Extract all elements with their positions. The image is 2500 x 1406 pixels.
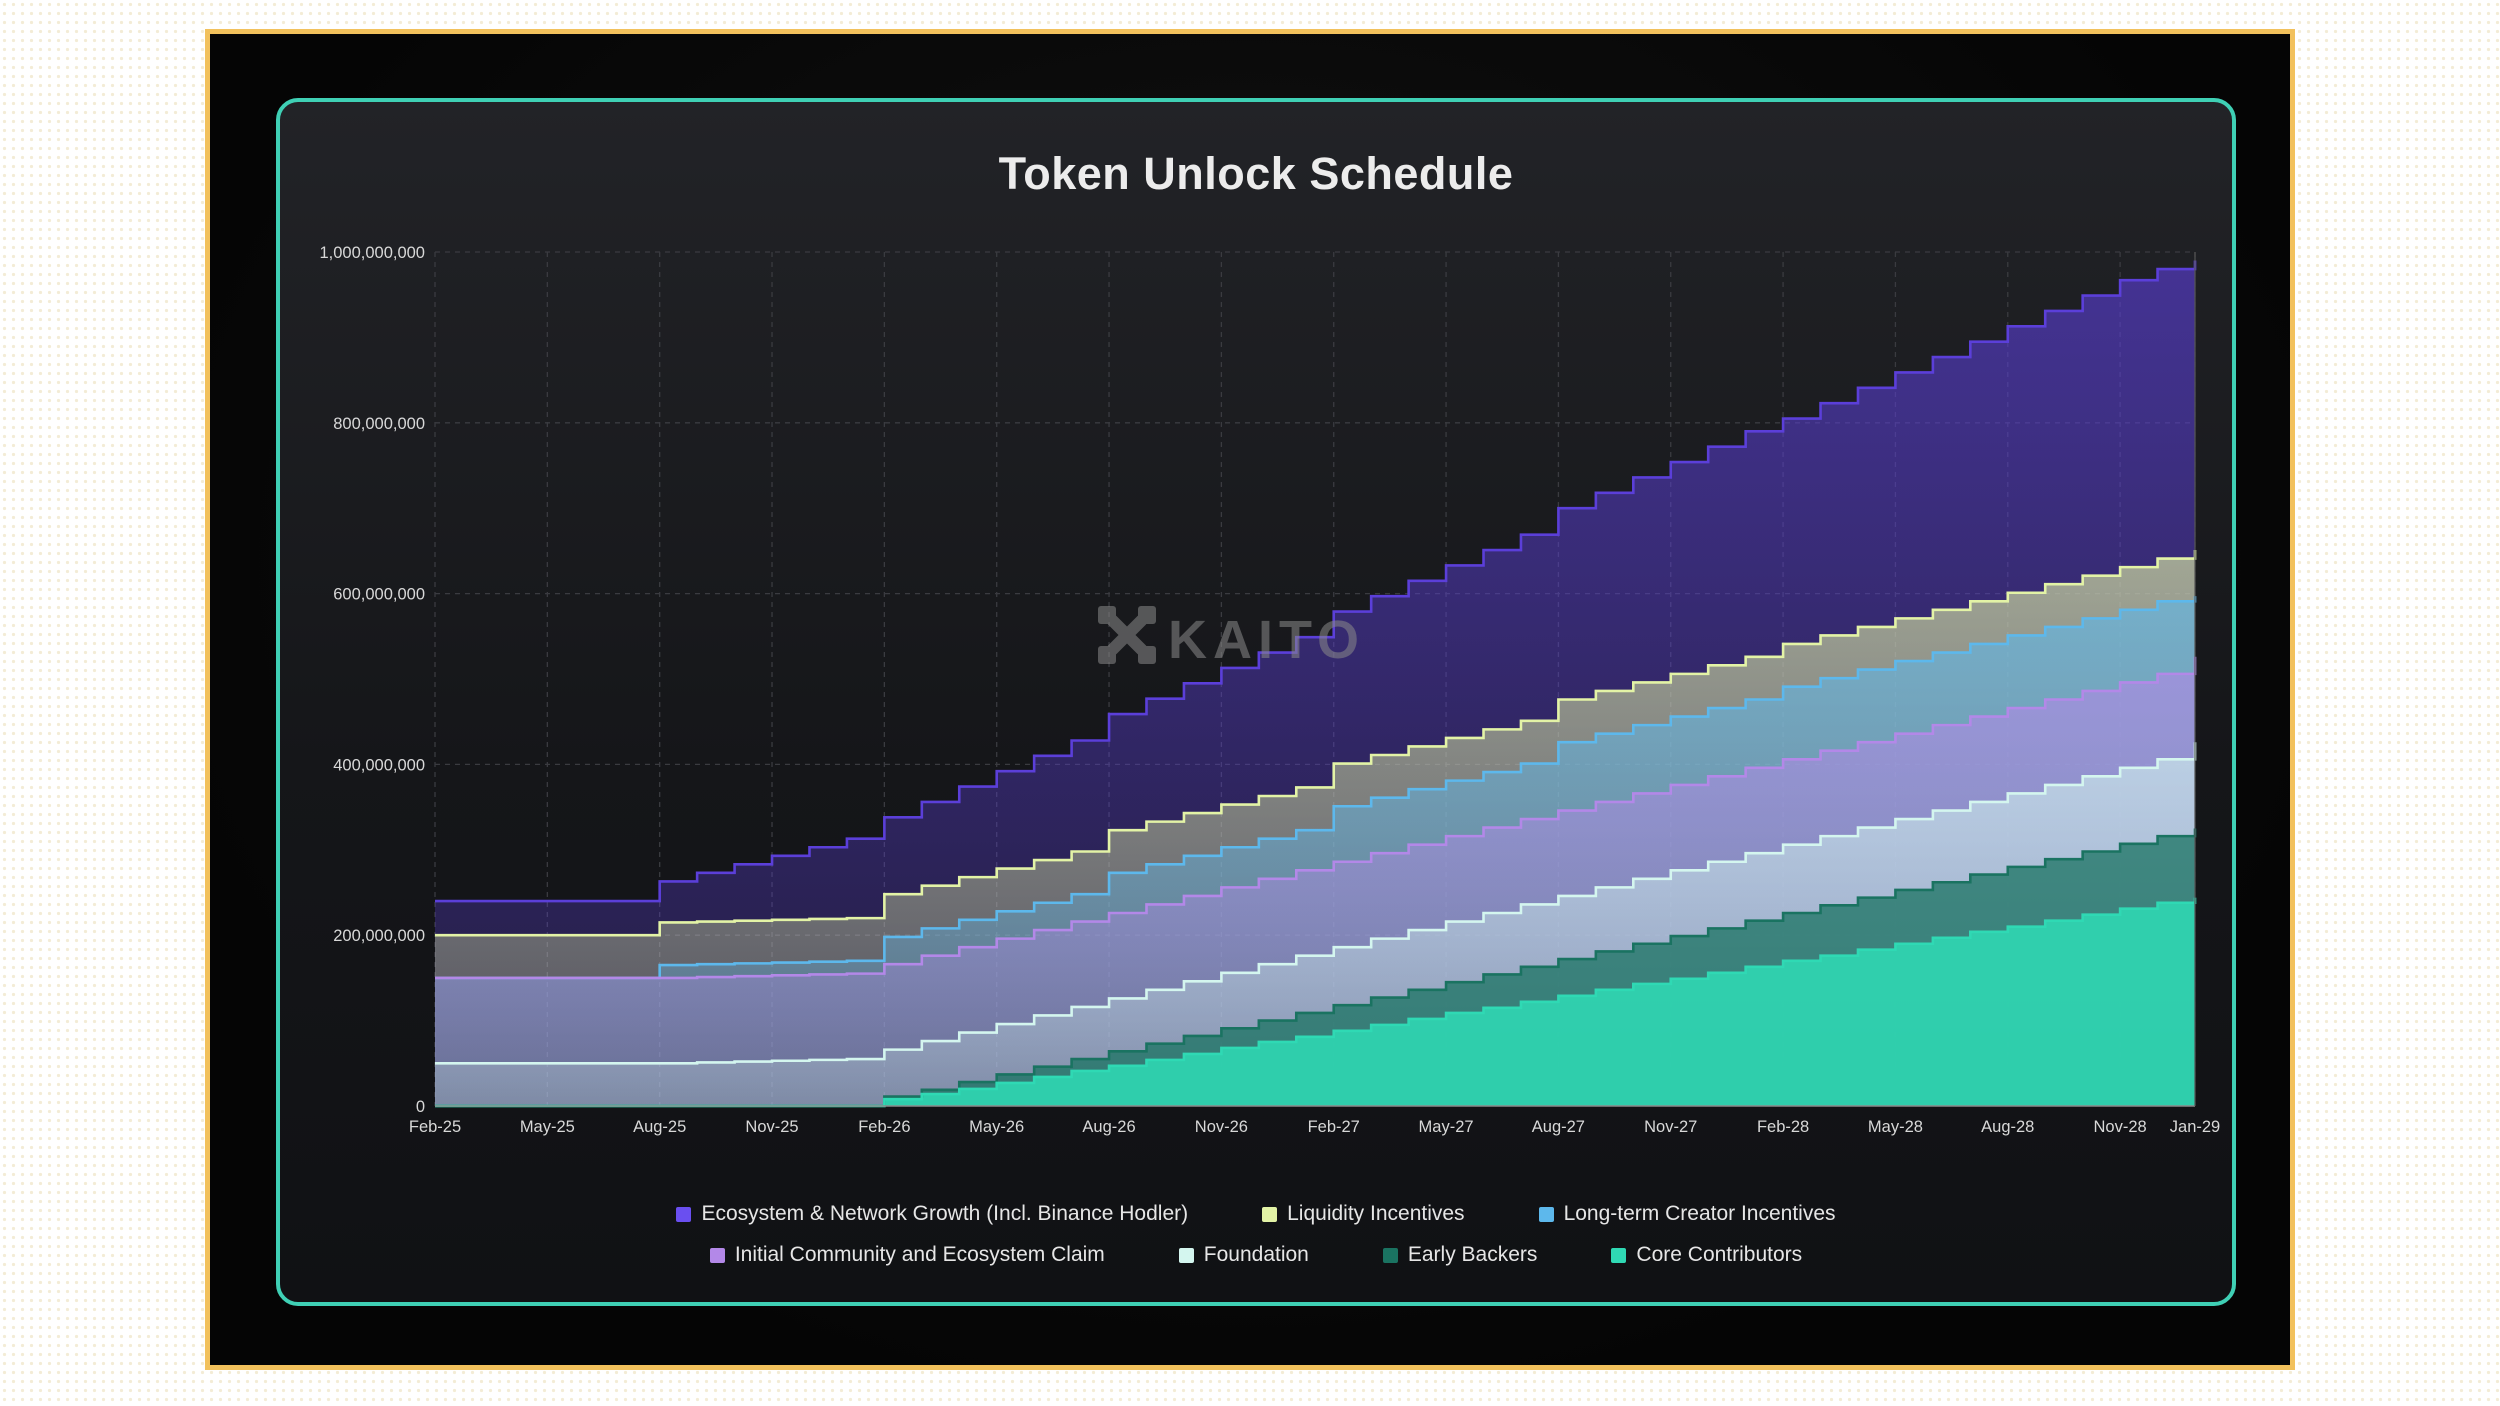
series-line-2 — [435, 742, 2197, 1065]
kaito-watermark: KAITO — [1098, 606, 1365, 670]
legend-item[interactable]: Long-term Creator Incentives — [1538, 1202, 1836, 1226]
x-tick-label: Aug-25 — [633, 1118, 686, 1136]
legend-row-1: Ecosystem & Network Growth (Incl. Binanc… — [676, 1202, 1836, 1226]
series-line-1 — [435, 828, 2197, 1108]
x-tick-label: Feb-26 — [858, 1118, 910, 1136]
legend-swatch — [1178, 1247, 1194, 1263]
x-tick-label: Nov-26 — [1195, 1118, 1248, 1136]
chart-plot: KAITO 0 200,000,000 400,000,000 600,000,000… — [319, 244, 2220, 1136]
legend-label: Core Contributors — [1636, 1243, 1803, 1266]
series-outlines — [435, 260, 2197, 1108]
legend-label: Liquidity Incentives — [1287, 1202, 1465, 1225]
y-tick-label: 400,000,000 — [333, 756, 425, 774]
chart-card: Token Unlock Schedule KAITO 0 200,000,000… — [276, 98, 2236, 1306]
legend-swatch — [676, 1206, 692, 1222]
x-tick-label: Aug-27 — [1532, 1118, 1585, 1136]
screenshot-frame: Token Unlock Schedule KAITO 0 200,000,000… — [205, 29, 2295, 1370]
kaito-watermark-text: KAITO — [1168, 610, 1365, 670]
y-tick-label: 0 — [416, 1098, 425, 1116]
y-tick-label: 1,000,000,000 — [319, 244, 425, 262]
x-axis-ticks: Feb-25 May-25 Aug-25 Nov-25 Feb-26 May-26 Aug-… — [409, 1118, 2220, 1136]
legend-swatch — [1382, 1247, 1398, 1263]
x-tick-label: Feb-28 — [1757, 1118, 1809, 1136]
x-tick-label: May-25 — [520, 1118, 575, 1136]
legend-swatch — [1262, 1206, 1278, 1222]
series-line-5 — [435, 550, 2197, 937]
y-axis-ticks: 0 200,000,000 400,000,000 600,000,000 800,00… — [319, 244, 425, 1116]
x-tick-label: Jan-29 — [2170, 1118, 2220, 1136]
legend-item[interactable]: Core Contributors — [1611, 1243, 1802, 1267]
chart-legend: Ecosystem & Network Growth (Incl. Binanc… — [280, 1202, 2232, 1267]
x-tick-label: Nov-28 — [2094, 1118, 2147, 1136]
legend-item[interactable]: Early Backers — [1382, 1243, 1538, 1267]
legend-swatch — [1611, 1247, 1627, 1263]
series-line-4 — [435, 596, 2197, 980]
axis-lines — [435, 252, 2196, 1107]
legend-item[interactable]: Foundation — [1178, 1243, 1309, 1267]
y-tick-label: 800,000,000 — [333, 415, 425, 433]
x-tick-label: Nov-25 — [745, 1118, 798, 1136]
legend-item[interactable]: Ecosystem & Network Growth (Incl. Binanc… — [676, 1202, 1188, 1226]
series-line-3 — [435, 656, 2197, 980]
x-tick-label: Feb-25 — [409, 1118, 461, 1136]
series-area-0 — [435, 897, 2195, 1106]
chart-title: Token Unlock Schedule — [998, 148, 1514, 199]
kaito-logo-icon — [1098, 606, 1156, 664]
legend-label: Ecosystem & Network Growth (Incl. Binanc… — [701, 1202, 1189, 1225]
legend-label: Early Backers — [1407, 1243, 1538, 1266]
legend-item[interactable]: Initial Community and Ecosystem Claim — [709, 1243, 1105, 1267]
legend-swatch — [1538, 1206, 1554, 1222]
legend-label: Initial Community and Ecosystem Claim — [734, 1243, 1105, 1266]
legend-item[interactable]: Liquidity Incentives — [1262, 1202, 1465, 1226]
x-tick-label: Aug-28 — [1981, 1118, 2034, 1136]
legend-row-2: Initial Community and Ecosystem Claim Fou… — [709, 1243, 1802, 1267]
x-tick-label: May-28 — [1868, 1118, 1923, 1136]
y-tick-label: 600,000,000 — [333, 586, 425, 604]
legend-swatch — [709, 1247, 725, 1263]
legend-label: Long-term Creator Incentives — [1563, 1202, 1836, 1225]
y-tick-label: 200,000,000 — [333, 927, 425, 945]
legend-label: Foundation — [1203, 1243, 1309, 1266]
series-areas — [435, 260, 2195, 1106]
series-line-0 — [435, 897, 2197, 1108]
series-line-6 — [435, 260, 2197, 903]
x-tick-label: Feb-27 — [1308, 1118, 1360, 1136]
x-tick-label: May-26 — [969, 1118, 1024, 1136]
x-tick-label: Nov-27 — [1644, 1118, 1697, 1136]
x-tick-label: May-27 — [1419, 1118, 1474, 1136]
x-tick-label: Aug-26 — [1082, 1118, 1135, 1136]
